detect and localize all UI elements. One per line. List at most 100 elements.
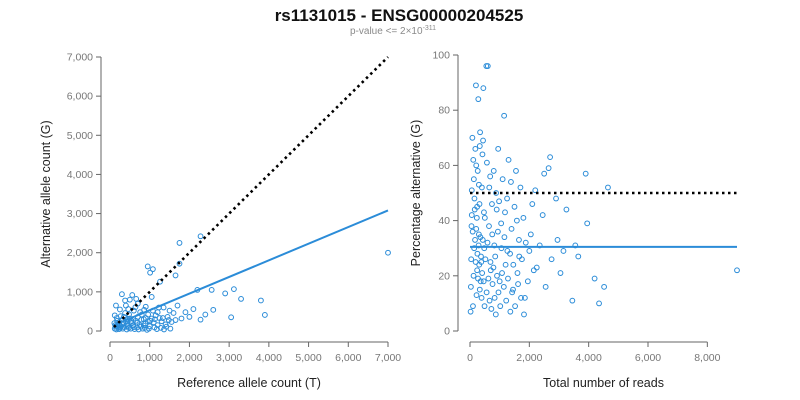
data-point — [472, 259, 479, 265]
x-axis-label: Reference allele count (T) — [177, 376, 321, 390]
data-point — [500, 283, 507, 290]
data-point — [471, 245, 478, 252]
data-point — [468, 223, 475, 230]
y-tick-label: 20 — [438, 270, 450, 282]
data-point — [515, 281, 521, 287]
data-point — [467, 283, 474, 290]
data-point — [488, 306, 495, 312]
data-point — [510, 286, 516, 293]
data-point — [480, 278, 487, 285]
data-point — [505, 275, 511, 282]
x-axis-label: Total number of reads — [543, 376, 664, 390]
data-points — [111, 233, 391, 333]
y-tick-label: 0 — [87, 326, 93, 338]
data-point — [492, 311, 499, 318]
data-point — [476, 143, 483, 149]
data-point — [504, 248, 511, 254]
data-point — [605, 184, 611, 191]
y-tick-label: 4,000 — [67, 169, 93, 181]
reference-line — [113, 56, 389, 329]
data-point — [148, 294, 155, 300]
data-point — [516, 237, 522, 243]
data-point — [545, 165, 552, 172]
data-point — [147, 269, 154, 276]
data-point — [125, 306, 132, 312]
data-point — [172, 272, 179, 279]
data-point — [490, 168, 497, 174]
y-tick-label: 60 — [438, 160, 450, 172]
data-point — [182, 309, 189, 316]
data-point — [142, 303, 149, 310]
data-point — [563, 206, 570, 213]
data-point — [601, 283, 607, 290]
data-point — [475, 242, 482, 249]
data-point — [481, 209, 487, 216]
data-point — [498, 220, 505, 227]
y-tick-label: 2,000 — [67, 247, 93, 259]
x-tick-label: 6,000 — [335, 352, 361, 364]
data-point — [197, 316, 204, 323]
data-point — [591, 275, 598, 282]
data-point — [489, 231, 496, 238]
data-point — [734, 267, 740, 274]
data-point — [505, 156, 512, 163]
data-point — [146, 325, 152, 332]
data-point — [477, 129, 483, 136]
data-point — [479, 151, 486, 158]
data-point — [491, 294, 498, 301]
data-point — [494, 272, 500, 279]
data-point — [548, 256, 555, 263]
data-point — [489, 281, 496, 287]
data-point — [596, 300, 602, 307]
data-point — [502, 209, 508, 216]
data-point — [524, 278, 531, 285]
data-point — [486, 184, 493, 191]
x-tick-label: 6,000 — [635, 352, 661, 364]
data-point — [165, 317, 172, 323]
x-tick-label: 0 — [467, 352, 473, 364]
data-point — [491, 242, 498, 249]
data-point — [483, 63, 490, 69]
data-point — [514, 270, 521, 276]
x-tick-label: 1,000 — [137, 352, 163, 364]
data-point — [542, 283, 549, 290]
data-point — [158, 318, 165, 325]
data-point — [167, 325, 174, 332]
data-point — [142, 320, 149, 327]
x-axis: 0 2,000 4,000 6,000 8,000 Total number of rea… — [467, 341, 721, 390]
data-point — [508, 225, 515, 232]
data-point — [178, 315, 185, 322]
data-point — [473, 82, 479, 89]
data-point — [130, 307, 137, 314]
data-point — [478, 253, 484, 260]
data-point — [479, 237, 486, 243]
data-point — [222, 290, 229, 297]
data-point — [385, 249, 391, 256]
y-tick-label: 0 — [444, 326, 450, 338]
data-point — [572, 242, 579, 249]
data-point — [520, 214, 527, 221]
data-point — [157, 324, 164, 331]
data-point — [512, 303, 518, 310]
data-point — [533, 264, 540, 271]
x-tick-label: 0 — [107, 352, 113, 364]
data-point — [476, 231, 482, 238]
data-point — [113, 302, 119, 309]
y-axis-label: Percentage alternative (G) — [409, 120, 423, 267]
data-point — [489, 201, 495, 207]
data-point — [208, 287, 215, 293]
data-point — [261, 312, 268, 318]
data-point — [487, 173, 494, 180]
y-tick-label: 40 — [438, 215, 450, 227]
data-point — [521, 311, 527, 318]
data-point — [493, 190, 500, 196]
data-point — [547, 154, 553, 161]
data-point — [492, 253, 499, 260]
data-point — [490, 264, 497, 271]
data-point — [584, 220, 591, 227]
data-point — [122, 297, 128, 304]
scatter-panel-right: 0 2,000 4,000 6,000 8,000 Total number of rea… — [409, 50, 740, 390]
data-point — [508, 179, 514, 185]
y-axis-label: Alternative allele count (G) — [39, 120, 53, 267]
